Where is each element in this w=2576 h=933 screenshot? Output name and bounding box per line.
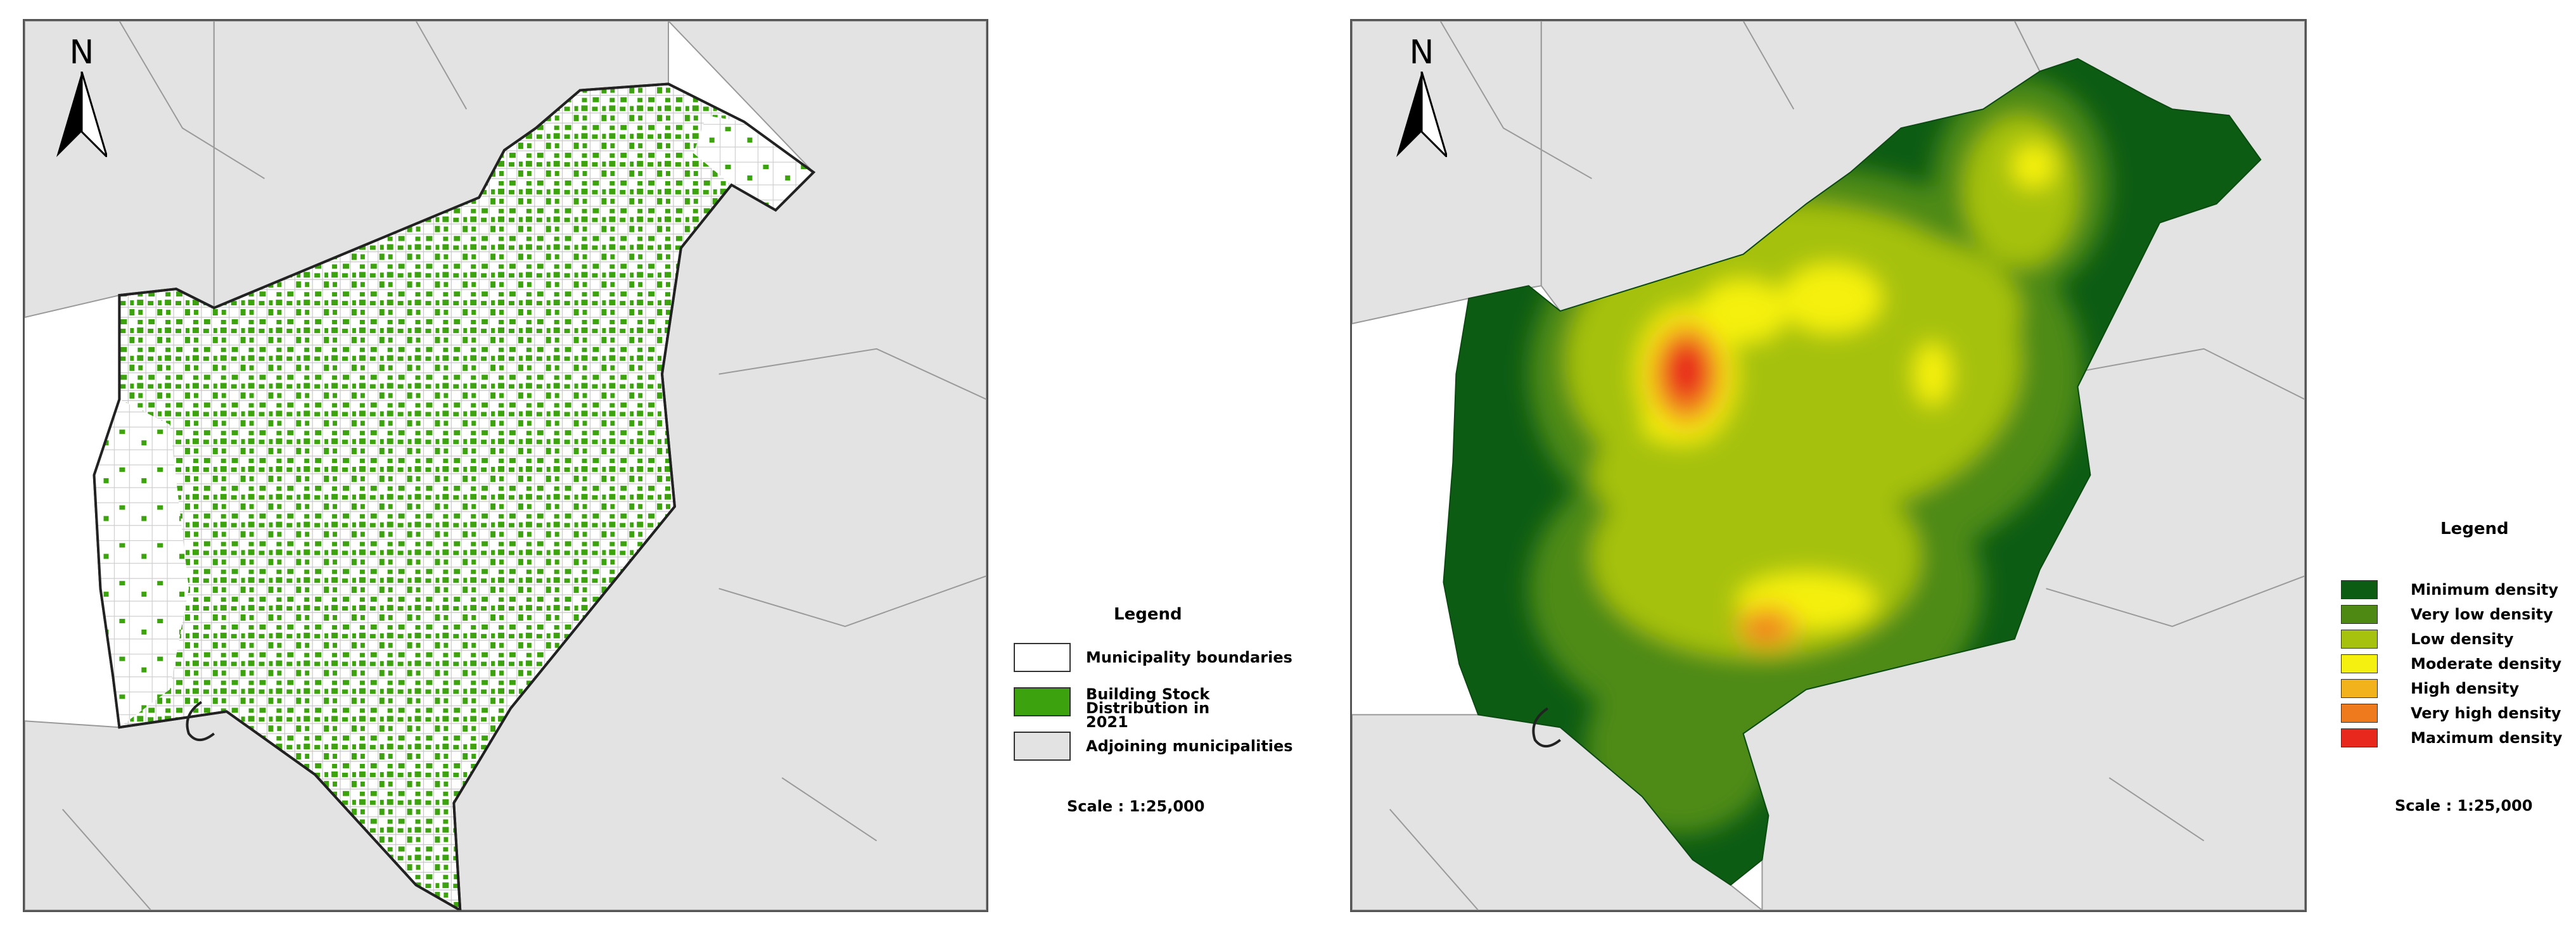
legend-title: Legend — [1114, 605, 1182, 624]
legend-label: Maximum density — [2411, 729, 2563, 747]
legend-density: Legend Minimum density Very low density … — [2338, 519, 2566, 836]
legend-item-minimum-density: Minimum density — [2341, 580, 2563, 600]
density-map-panel: N — [1350, 19, 2307, 912]
north-arrow-icon — [56, 72, 107, 157]
legend-swatch — [2341, 605, 2378, 624]
legend-title: Legend — [2440, 519, 2509, 538]
legend-item-very-low-density: Very low density — [2341, 605, 2563, 625]
legend-swatch — [2341, 704, 2378, 723]
legend-swatch — [2341, 728, 2378, 747]
legend-label: Very high density — [2411, 704, 2561, 722]
building-stock-map — [25, 21, 986, 910]
scale-label: Scale : 1:25,000 — [2395, 797, 2533, 815]
legend-item-very-high-density: Very high density — [2341, 704, 2563, 724]
legend-item-high-density: High density — [2341, 679, 2563, 699]
legend-label: Moderate density — [2411, 655, 2562, 673]
legend-building-stock: Legend Municipality boundaries Building … — [1014, 605, 1318, 833]
legend-item-building-stock: Building Stock Distribution in 2021 — [1014, 687, 1318, 730]
legend-swatch — [1014, 732, 1071, 761]
municipality-sparse-coast — [94, 399, 189, 728]
north-arrow-icon — [1396, 72, 1447, 157]
building-stock-map-panel: N — [23, 19, 988, 912]
legend-item-maximum-density: Maximum density — [2341, 728, 2563, 749]
legend-label: Adjoining municipalities — [1086, 737, 1293, 755]
legend-swatch — [1014, 687, 1071, 716]
legend-label: Municipality boundaries — [1086, 649, 1292, 666]
legend-item-municipality-boundaries: Municipality boundaries — [1014, 643, 1318, 675]
legend-label: Minimum density — [2411, 581, 2559, 599]
north-arrow: N — [50, 34, 113, 160]
legend-swatch — [1014, 643, 1071, 672]
north-arrow-label: N — [1409, 34, 1434, 72]
scale-label: Scale : 1:25,000 — [1067, 797, 1205, 815]
legend-swatch — [2341, 580, 2378, 599]
municipality-sparse-northeast — [693, 115, 814, 210]
legend-swatch — [2341, 654, 2378, 673]
legend-item-moderate-density: Moderate density — [2341, 654, 2563, 675]
legend-label: High density — [2411, 680, 2520, 697]
building-density-map — [1352, 21, 2305, 910]
legend-item-adjoining-municipalities: Adjoining municipalities — [1014, 732, 1318, 763]
legend-swatch — [2341, 630, 2378, 649]
legend-swatch — [2341, 679, 2378, 698]
legend-label: Low density — [2411, 630, 2514, 648]
legend-label: Very low density — [2411, 606, 2553, 623]
legend-label: Building Stock Distribution in 2021 — [1086, 685, 1210, 731]
legend-item-low-density: Low density — [2341, 630, 2563, 650]
north-arrow: N — [1390, 34, 1453, 160]
north-arrow-label: N — [69, 34, 94, 72]
